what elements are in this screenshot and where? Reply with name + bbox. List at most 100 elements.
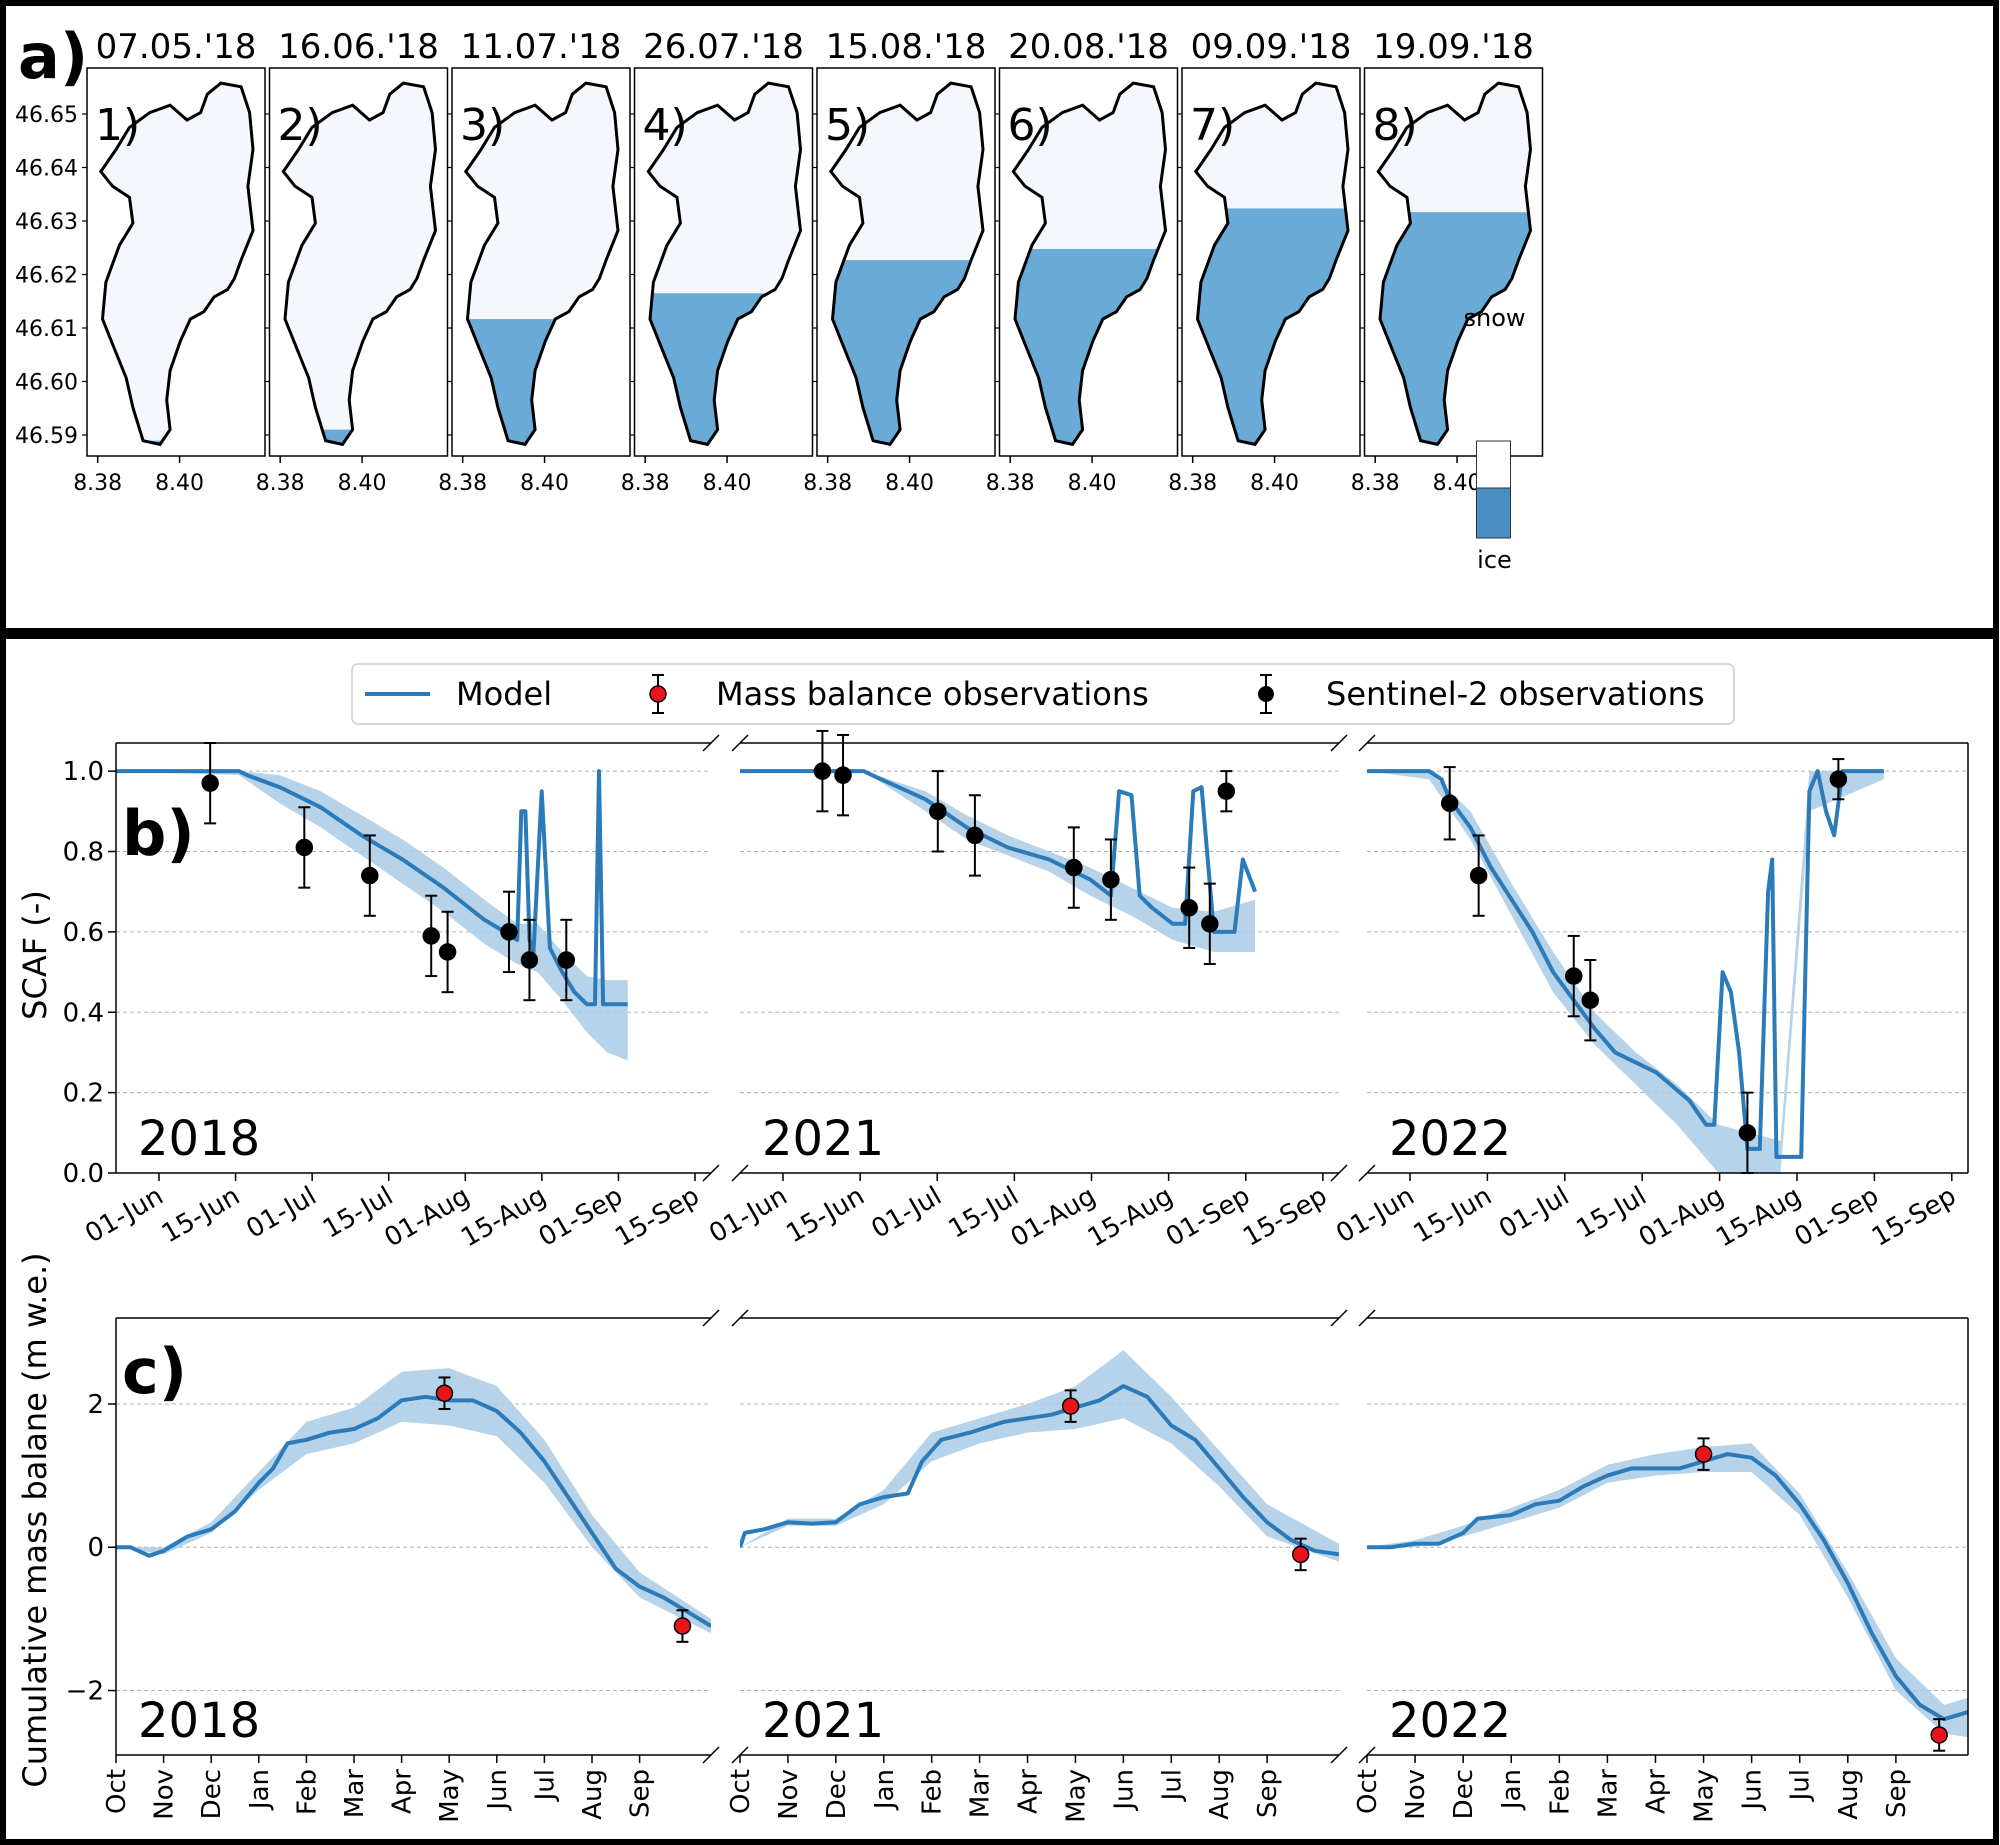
ytick-label: 0.6: [63, 918, 104, 948]
panel-b-scaf: 01-Jun15-Jun01-Jul15-Jul01-Aug15-Aug01-S…: [63, 731, 1968, 1253]
xtick-label: Jan: [870, 1769, 900, 1811]
map-xtick-label: 8.38: [803, 471, 852, 496]
legend-s2-marker: [1258, 686, 1274, 702]
ytick-label: 2: [87, 1390, 104, 1420]
xtick-label: 01-Sep: [1790, 1181, 1884, 1253]
xtick-label: May: [1690, 1769, 1720, 1823]
figure: a) 07.05.'181)8.38 8.4046.6546.6446.6346.…: [0, 0, 2000, 1845]
model-uncertainty-band: [740, 1350, 1339, 1561]
xtick-label: Jun: [483, 1769, 513, 1812]
legend-mb-marker: [650, 686, 666, 702]
xtick-label: Dec: [1449, 1769, 1479, 1819]
xtick-label: Jul: [1786, 1769, 1816, 1802]
year-label: 2021: [762, 1111, 884, 1167]
xtick-label: Jun: [1109, 1769, 1139, 1812]
xtick-label: Oct: [1353, 1769, 1383, 1814]
xtick-label: May: [1061, 1769, 1091, 1823]
sentinel-obs-point: [423, 928, 439, 944]
map-xtick-label: 8.38: [986, 471, 1035, 496]
xtick-label: 01-Aug: [1634, 1181, 1729, 1253]
map-ytick-label: 46.65: [15, 103, 78, 128]
xtick-label: Aug: [1205, 1769, 1235, 1820]
xtick-label: Apr: [1641, 1769, 1671, 1814]
panel-a-maps: 07.05.'181)8.38 8.4046.6546.6446.6346.624…: [15, 27, 1542, 574]
plot-area: [116, 1368, 711, 1633]
sentinel-obs-point: [967, 827, 983, 843]
sentinel-obs-point: [521, 952, 537, 968]
sentinel-obs-point: [1218, 783, 1234, 799]
map-number-label: 3): [460, 100, 505, 151]
sentinel-obs-point: [202, 775, 218, 791]
sentinel-obs-point: [1739, 1125, 1755, 1141]
xtick-label: Sep: [1253, 1769, 1283, 1818]
ytick-label: 0.8: [63, 838, 104, 868]
map-date-title: 11.07.'18: [461, 27, 622, 67]
xtick-label: Jul: [1157, 1769, 1187, 1802]
map-date-title: 26.07.'18: [643, 27, 804, 67]
map-number-label: 7): [1190, 100, 1235, 151]
model-uncertainty-band: [116, 1368, 711, 1633]
panel-c-label: c): [122, 1335, 187, 1408]
xtick-label: 15-Sep: [1238, 1181, 1332, 1253]
year-label: 2022: [1389, 1693, 1511, 1749]
xtick-label: 01-Jul: [1494, 1181, 1574, 1245]
year-label: 2018: [138, 1693, 260, 1749]
ytick-label: 1.0: [63, 757, 104, 787]
sentinel-obs-point: [558, 952, 574, 968]
map-legend-snow-label: snow: [1463, 304, 1525, 332]
xtick-label: May: [435, 1769, 465, 1823]
xtick-label: 15-Sep: [1867, 1181, 1961, 1253]
year-label: 2018: [138, 1111, 260, 1167]
sentinel-obs-point: [814, 763, 830, 779]
xtick-label: Sep: [1882, 1769, 1912, 1818]
panel-a-label: a): [18, 20, 88, 93]
xtick-label: Sep: [626, 1769, 656, 1818]
map-number-label: 6): [1008, 100, 1053, 151]
xtick-label: 15-Sep: [610, 1181, 704, 1253]
xtick-label: 01-Jul: [867, 1181, 947, 1245]
xtick-label: Oct: [726, 1769, 756, 1814]
xtick-label: Apr: [1014, 1769, 1044, 1814]
xtick-label: Jul: [530, 1769, 560, 1802]
sentinel-obs-point: [1582, 992, 1598, 1008]
mass-balance-obs-point: [1696, 1446, 1712, 1462]
sentinel-obs-point: [1442, 795, 1458, 811]
mass-balance-obs-point: [1293, 1546, 1309, 1562]
map-xtick-label: 8.40: [1068, 471, 1117, 496]
year-label: 2022: [1389, 1111, 1511, 1167]
map-xtick-label: 8.40: [338, 471, 387, 496]
ytick-label: −2: [66, 1677, 104, 1707]
map-number-label: 2): [278, 100, 323, 151]
xtick-label: Nov: [774, 1769, 804, 1820]
map-xtick-label: 8.40: [1250, 471, 1299, 496]
xtick-label: 15-Jun: [781, 1181, 869, 1249]
xtick-label: 15-Aug: [456, 1181, 551, 1253]
mass-balance-obs-point: [1931, 1727, 1947, 1743]
map-legend-ice-label: ice: [1477, 546, 1512, 574]
map-ytick-label: 46.60: [15, 371, 78, 396]
xtick-label: Jun: [1738, 1769, 1768, 1812]
map-xtick-label: 8.40: [520, 471, 569, 496]
map-xtick-label: 8.40: [885, 471, 934, 496]
panel-bc-frame: [3, 636, 1996, 1842]
xtick-label: 01-Sep: [1161, 1181, 1255, 1253]
map-legend-snow-swatch: [1477, 441, 1511, 488]
map-ytick-label: 46.63: [15, 210, 78, 235]
sentinel-obs-point: [835, 767, 851, 783]
map-number-label: 5): [825, 100, 870, 151]
sentinel-obs-point: [1103, 872, 1119, 888]
legend-mb-label: Mass balance observations: [716, 675, 1149, 713]
xtick-label: 15-Aug: [1083, 1181, 1178, 1253]
ytick-label: 0.2: [63, 1079, 104, 1109]
xtick-label: Mar: [340, 1769, 370, 1818]
sentinel-obs-point: [1181, 900, 1197, 916]
xtick-label: Jan: [245, 1769, 275, 1811]
map-xtick-label: 8.40: [1433, 471, 1482, 496]
sentinel-obs-point: [440, 944, 456, 960]
xtick-label: Oct: [102, 1769, 132, 1814]
plot-area: [740, 1350, 1339, 1561]
legend: Model Mass balance observations Sentinel…: [352, 664, 1734, 724]
xtick-label: Mar: [966, 1769, 996, 1818]
map-number-label: 8): [1373, 100, 1418, 151]
xtick-label: Nov: [1401, 1769, 1431, 1820]
